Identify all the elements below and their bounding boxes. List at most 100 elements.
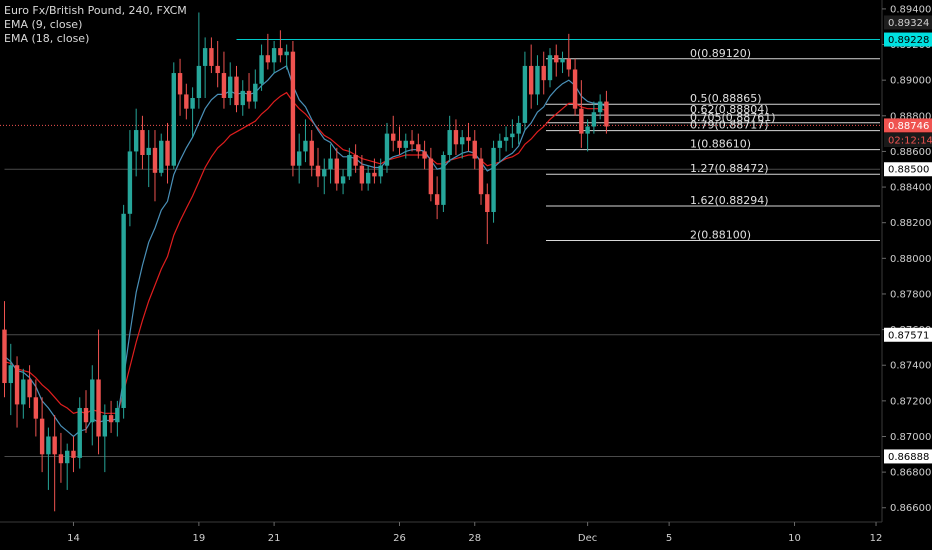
candle-down [71, 450, 76, 458]
price-badge [884, 15, 932, 30]
candle-up [171, 73, 176, 166]
price-tick-label: 0.89000 [890, 76, 931, 87]
time-tick-label: 5 [666, 533, 672, 544]
candle-up [322, 169, 327, 177]
candle-up [340, 176, 346, 184]
candle-up [365, 172, 371, 184]
candle-down [140, 130, 145, 155]
time-tick-label: 21 [268, 533, 281, 544]
candle-up [303, 140, 308, 152]
price-tick-label: 0.88000 [890, 254, 931, 265]
candle-down [472, 140, 477, 159]
candle-down [209, 48, 214, 66]
price-badge [884, 327, 932, 342]
candle-down [566, 58, 571, 70]
candle-down [184, 94, 189, 109]
candle-up [328, 158, 333, 170]
ema-9-label: EMA (9, close) [4, 18, 83, 31]
candle-down [234, 76, 239, 106]
time-axis[interactable]: 14 19 21 26 28 Dec 5 10 12 [0, 521, 883, 544]
candle-down [165, 140, 170, 166]
candle-down [265, 55, 271, 63]
price-tick-label: 0.89400 [890, 4, 931, 15]
fib-level-label: 0.5(0.88865) [690, 92, 762, 105]
fib-level-label: 0(0.89120) [690, 47, 751, 60]
time-tick-label: 12 [870, 533, 883, 544]
ema-18-label: EMA (18, close) [4, 32, 90, 45]
fib-level-label: 0.705(0.88761) [690, 111, 776, 124]
candle-up [271, 48, 277, 63]
candle-down [33, 397, 39, 419]
candles-layer [2, 12, 609, 512]
candle-down [96, 379, 101, 437]
candle-up [253, 83, 258, 102]
price-tick-label: 0.88600 [890, 147, 931, 158]
candle-up [8, 365, 13, 384]
price-tick-label: 0.86600 [890, 503, 931, 514]
price-tick-label: 0.88400 [890, 183, 931, 194]
price-badge-label: 0.88500 [888, 165, 929, 176]
candle-up [585, 126, 590, 134]
candle-down [466, 137, 471, 141]
candle-up [378, 165, 383, 177]
candle-down [453, 130, 459, 145]
candle-down [416, 144, 421, 152]
fib-level-label: 1.62(0.88294) [690, 194, 769, 207]
candle-up [296, 151, 302, 166]
candle-down [215, 65, 220, 74]
candle-up [228, 76, 233, 98]
time-tick-label: 26 [393, 533, 406, 544]
candle-up [347, 154, 352, 177]
candle-up [510, 133, 515, 138]
candle-down [58, 454, 64, 464]
candle-up [115, 407, 120, 423]
candle-up [133, 130, 139, 152]
candle-down [528, 65, 534, 95]
price-badge-label: 02:12:14 [888, 136, 932, 147]
price-badge-label: 0.89324 [888, 18, 929, 29]
price-tick-label: 0.87800 [890, 289, 931, 300]
candle-up [503, 137, 509, 141]
candle-up [65, 450, 70, 464]
candle-up [77, 407, 82, 458]
candle-down [579, 108, 584, 134]
candle-down [353, 154, 358, 166]
candle-down [409, 140, 415, 145]
time-tick-label: Dec [578, 533, 597, 544]
time-tick-label: 19 [193, 533, 206, 544]
price-tick-label: 0.86800 [890, 468, 931, 479]
candle-up [497, 140, 503, 148]
candle-down [604, 101, 609, 127]
candle-down [52, 436, 57, 455]
candle-up [491, 147, 496, 213]
candle-up [202, 48, 208, 66]
candle-up [196, 65, 202, 98]
candle-down [397, 140, 402, 148]
candle-up [159, 140, 164, 173]
candle-up [284, 51, 289, 56]
candle-down [14, 365, 20, 405]
candle-up [121, 213, 126, 408]
candle-up [21, 379, 26, 405]
candle-down [428, 158, 434, 195]
candle-up [535, 65, 540, 95]
fib-level-label: 1.27(0.88472) [690, 162, 769, 175]
candle-up [127, 151, 133, 214]
candle-down [83, 407, 89, 423]
candle-down [177, 73, 183, 95]
time-tick-label: 10 [788, 533, 801, 544]
price-badge [884, 449, 932, 464]
fib-level-label: 2(0.88100) [690, 229, 751, 242]
candle-down [334, 158, 340, 184]
candle-up [547, 55, 553, 81]
candle-down [434, 194, 440, 205]
candle-down [315, 165, 321, 177]
candle-up [516, 122, 521, 134]
candle-up [190, 97, 195, 109]
candle-up [447, 130, 452, 155]
price-badge-label: 0.88746 [888, 121, 929, 132]
candle-up [597, 101, 603, 113]
candle-up [522, 65, 528, 123]
candle-down [485, 194, 490, 213]
